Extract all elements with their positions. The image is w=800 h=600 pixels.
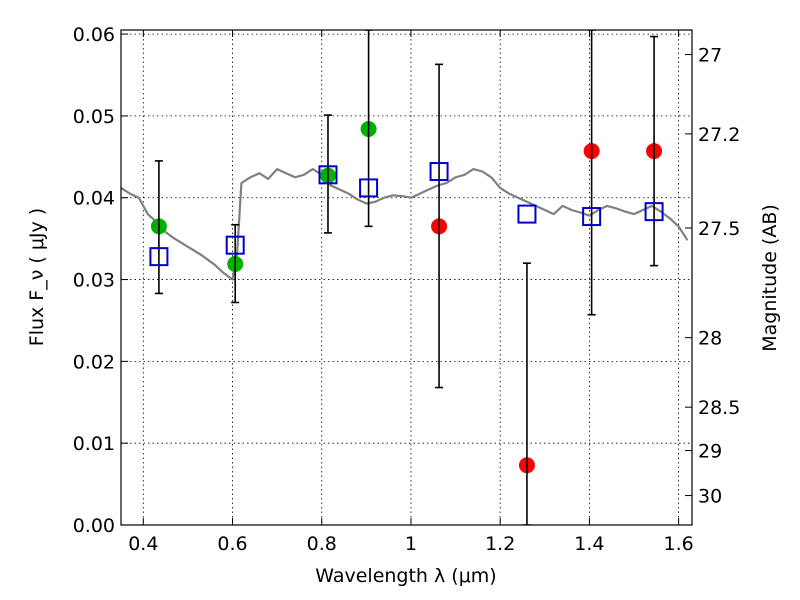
model-square <box>225 235 245 255</box>
axes: 0.4 0.6 0.8 1 1.2 1.4 1.6 0.00 0.01 0.02 0.03 0.04 0… <box>73 24 741 555</box>
x-tick-label: 0.8 <box>307 533 337 555</box>
x-tick-label: 1.4 <box>574 533 604 555</box>
y2-tick-label: 28 <box>698 328 722 350</box>
y-axis-title: Flux F_ν ( μJy ) <box>26 208 48 346</box>
x-axis-title: Wavelength λ (μm) <box>315 565 496 587</box>
plot-area <box>121 30 689 525</box>
y-tick-label: 0.03 <box>73 270 115 292</box>
model-square <box>429 162 449 182</box>
y2-tick-label: 27.5 <box>698 218 740 240</box>
y2-tick-label: 27 <box>698 45 722 67</box>
y-tick-label: 0.02 <box>73 351 115 373</box>
y2-tick-label: 27.2 <box>698 124 740 146</box>
x-tick-label: 0.6 <box>217 533 247 555</box>
grid <box>121 30 692 526</box>
y-tick-label: 0.04 <box>73 188 115 210</box>
model-square <box>359 178 379 198</box>
y2-axis-title: Magnitude (AB) <box>759 204 781 352</box>
spectrum-line <box>121 168 689 281</box>
x-tick-label: 0.4 <box>128 533 158 555</box>
y2-tick-label: 29 <box>698 441 722 463</box>
y2-tick-label: 30 <box>698 486 722 508</box>
y2-tick-label: 28.5 <box>698 397 740 419</box>
y-tick-label: 0.00 <box>73 515 115 537</box>
plot-frame <box>120 29 693 526</box>
x-tick-label: 1.2 <box>485 533 515 555</box>
y-tick-label: 0.01 <box>73 433 115 455</box>
model-square <box>149 247 169 267</box>
model-square <box>582 207 602 227</box>
model-square <box>644 202 664 222</box>
y-tick-label: 0.05 <box>73 106 115 128</box>
x-tick-label: 1.6 <box>664 533 694 555</box>
y-tick-label: 0.06 <box>73 24 115 46</box>
x-tick-label: 1 <box>405 533 417 555</box>
model-square <box>517 204 537 224</box>
model-square <box>318 165 338 185</box>
